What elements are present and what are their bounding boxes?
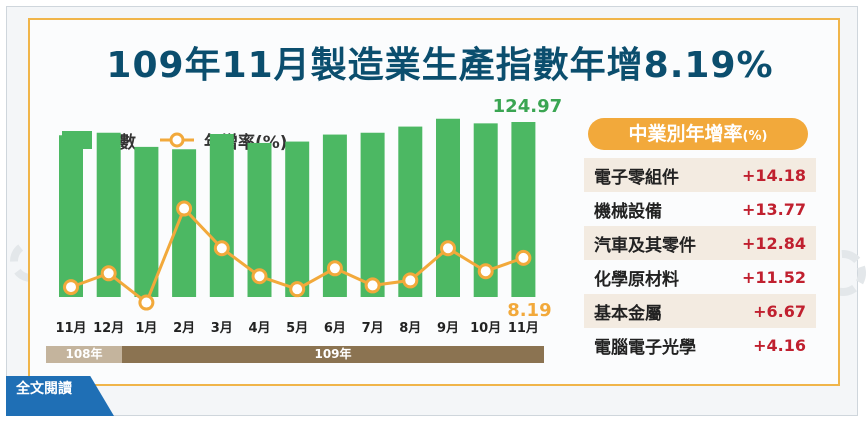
- industry-row: 機械設備 +13.77: [584, 192, 816, 226]
- x-tick-label: 12月: [93, 321, 124, 336]
- x-tick-label: 7月: [362, 321, 384, 336]
- growth-rate-point: [138, 294, 155, 311]
- industry-name: 機械設備: [594, 201, 662, 222]
- industry-growth-panel: 中業別年增率(%) 電子零組件 +14.18 機械設備 +13.77 汽車及其零件 +12…: [584, 118, 816, 362]
- index-bar: [134, 146, 159, 297]
- index-bar: [172, 149, 197, 297]
- industry-growth-value: +14.18: [741, 165, 806, 185]
- last-bar-value-label: 124.97: [493, 96, 562, 117]
- panel-header: 中業別年增率(%): [588, 118, 808, 150]
- x-tick-label: 10月: [470, 321, 501, 336]
- period-108: 108年: [46, 346, 122, 363]
- x-tick-label: 1月: [135, 321, 157, 336]
- industry-name: 汽車及其零件: [594, 235, 696, 256]
- x-tick-label: 11月: [508, 321, 539, 336]
- industry-row: 化學原材料 +11.52: [584, 260, 816, 294]
- growth-rate-point: [251, 268, 268, 285]
- period-109: 109年: [122, 346, 544, 363]
- industry-name: 電子零組件: [594, 167, 679, 188]
- growth-rate-point: [364, 277, 381, 294]
- industry-growth-value: +11.52: [741, 267, 806, 287]
- index-bar: [398, 126, 423, 297]
- growth-rate-point: [176, 200, 193, 217]
- growth-rate-point: [402, 272, 419, 289]
- x-tick-label: 11月: [55, 321, 86, 336]
- growth-rate-point: [63, 279, 79, 296]
- index-bar: [511, 122, 536, 297]
- growth-rate-point: [326, 260, 343, 277]
- x-tick-label: 3月: [211, 321, 233, 336]
- index-bar: [360, 132, 385, 297]
- industry-growth-value: +13.77: [741, 199, 806, 219]
- index-bar: [59, 135, 83, 297]
- growth-rate-point: [477, 263, 494, 280]
- industry-growth-value: +4.16: [753, 335, 806, 355]
- industry-row: 基本金屬 +6.67: [584, 294, 816, 328]
- index-bar: [436, 118, 460, 297]
- industry-row: 汽車及其零件 +12.84: [584, 226, 816, 260]
- industry-growth-value: +12.84: [741, 233, 806, 253]
- industry-row: 電腦電子光學 +4.16: [584, 328, 816, 362]
- x-tick-label: 9月: [437, 321, 459, 336]
- growth-rate-point: [100, 265, 117, 282]
- industry-name: 電腦電子光學: [594, 337, 696, 358]
- index-bar: [209, 134, 234, 297]
- x-tick-label: 4月: [248, 321, 270, 336]
- industry-list: 電子零組件 +14.18 機械設備 +13.77 汽車及其零件 +12.84 化學原材料 +1…: [584, 158, 816, 362]
- legend-line-swatch: [160, 132, 194, 148]
- x-tick-label: 8月: [399, 321, 421, 336]
- x-tick-label: 2月: [173, 321, 195, 336]
- growth-rate-point: [289, 281, 306, 298]
- industry-row: 電子零組件 +14.18: [584, 158, 816, 192]
- page-title: 109年11月製造業生產指數年增8.19%: [106, 45, 774, 86]
- index-bar: [285, 141, 310, 297]
- growth-rate-point: [440, 240, 456, 257]
- last-point-value-label: 8.19: [507, 300, 551, 321]
- growth-rate-point: [213, 240, 230, 257]
- panel-title: 中業別年增率: [628, 123, 743, 145]
- industry-name: 基本金屬: [594, 303, 662, 324]
- industry-name: 化學原材料: [594, 269, 679, 290]
- industry-growth-value: +6.67: [753, 301, 806, 321]
- growth-rate-point: [515, 249, 532, 266]
- x-tick-label: 5月: [286, 321, 308, 336]
- x-tick-label: 6月: [324, 321, 346, 336]
- panel-unit: (%): [742, 129, 768, 144]
